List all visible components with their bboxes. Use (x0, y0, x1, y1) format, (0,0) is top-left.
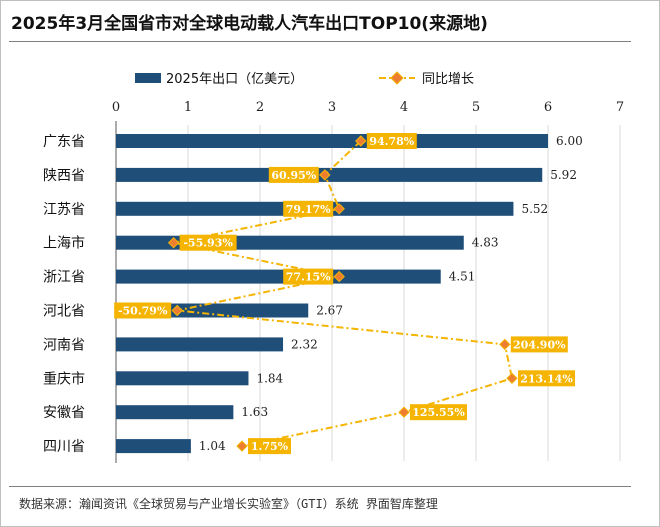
growth-label-box (283, 200, 334, 217)
bar-value-label: 1.04 (199, 439, 226, 453)
x-tick-label: 5 (472, 100, 480, 115)
bar-value-label: 1.84 (256, 371, 283, 385)
category-label: 重庆市 (43, 370, 85, 387)
growth-value-label: 125.55% (412, 406, 465, 419)
growth-marker (355, 135, 367, 147)
title-divider (9, 41, 631, 42)
x-tick-label: 0 (112, 100, 120, 115)
growth-value-label: -50.79% (118, 305, 168, 318)
category-label: 河北省 (43, 304, 85, 320)
bar-value-label: 1.63 (241, 405, 268, 419)
x-tick-label: 6 (544, 100, 552, 115)
growth-marker (236, 440, 248, 452)
legend-bar-swatch (135, 73, 161, 83)
bar-value-label: 4.51 (449, 270, 476, 284)
bar-value-label: 2.67 (316, 304, 343, 318)
growth-line (173, 140, 514, 448)
growth-value-label: 213.14% (520, 372, 573, 385)
category-label: 安徽省 (43, 405, 85, 421)
x-tick-label: 2 (256, 100, 264, 115)
x-tick-label: 3 (328, 100, 336, 115)
category-label: 四川省 (43, 439, 85, 455)
x-tick-label: 7 (616, 100, 624, 115)
chart-canvas: 2025年出口（亿美元） 同比增长 0 1 2 3 4 5 6 7 广东省 6.00 陕西省 5.92 江苏… (43, 71, 624, 463)
category-label: 浙江省 (43, 270, 85, 286)
bar-value-label: 5.92 (550, 168, 577, 182)
bar-value-label: 4.83 (472, 236, 499, 250)
growth-label-box (366, 133, 417, 149)
bar (116, 439, 191, 454)
category-label: 江苏省 (43, 202, 85, 218)
growth-label-box (410, 404, 467, 421)
bar (116, 337, 284, 352)
legend-bar-label: 2025年出口（亿美元） (166, 72, 303, 87)
growth-label-box (518, 370, 575, 387)
growth-value-label: 79.17% (286, 203, 331, 216)
growth-value-label: 77.15% (286, 271, 331, 284)
legend-line-label: 同比增长 (422, 72, 474, 87)
growth-label-box (179, 234, 237, 251)
growth-label-box (248, 438, 291, 455)
bar (116, 405, 234, 420)
growth-value-label: 204.90% (513, 338, 566, 351)
category-label: 广东省 (43, 134, 85, 150)
x-tick-label: 1 (184, 100, 192, 115)
growth-marker (333, 203, 345, 215)
growth-label-box (268, 166, 319, 183)
growth-label-box (114, 302, 172, 319)
growth-marker (171, 304, 183, 317)
growth-marker (506, 372, 518, 385)
bar-value-label: 5.52 (521, 202, 548, 216)
bar (116, 269, 441, 284)
growth-marker (398, 406, 410, 418)
legend-marker (390, 71, 404, 85)
growth-marker (499, 338, 511, 351)
growth-value-label: -55.93% (183, 237, 233, 250)
growth-label-box (510, 336, 568, 353)
source-note: 数据来源：瀚闻资讯《全球贸易与产业增长实验室》（GTI）系统 界面智库整理 (19, 497, 438, 511)
growth-marker (333, 270, 345, 283)
footer-divider (9, 486, 631, 487)
category-label: 陕西省 (43, 168, 85, 184)
bar-value-label: 2.32 (291, 337, 318, 351)
growth-value-label: 1.75% (251, 440, 289, 453)
x-tick-label: 4 (400, 100, 408, 115)
growth-marker (319, 169, 331, 181)
bar (116, 134, 548, 148)
growth-label-box (283, 268, 334, 285)
growth-marker (167, 236, 180, 249)
category-label: 上海市 (43, 235, 85, 252)
bar (116, 371, 249, 386)
bar-value-label: 6.00 (556, 134, 583, 148)
chart-title: 2025年3月全国省市对全球电动载人汽车出口TOP10(来源地) (11, 14, 488, 34)
category-label: 河南省 (43, 337, 85, 353)
growth-value-label: 60.95% (271, 169, 316, 182)
growth-value-label: 94.78% (369, 135, 414, 148)
